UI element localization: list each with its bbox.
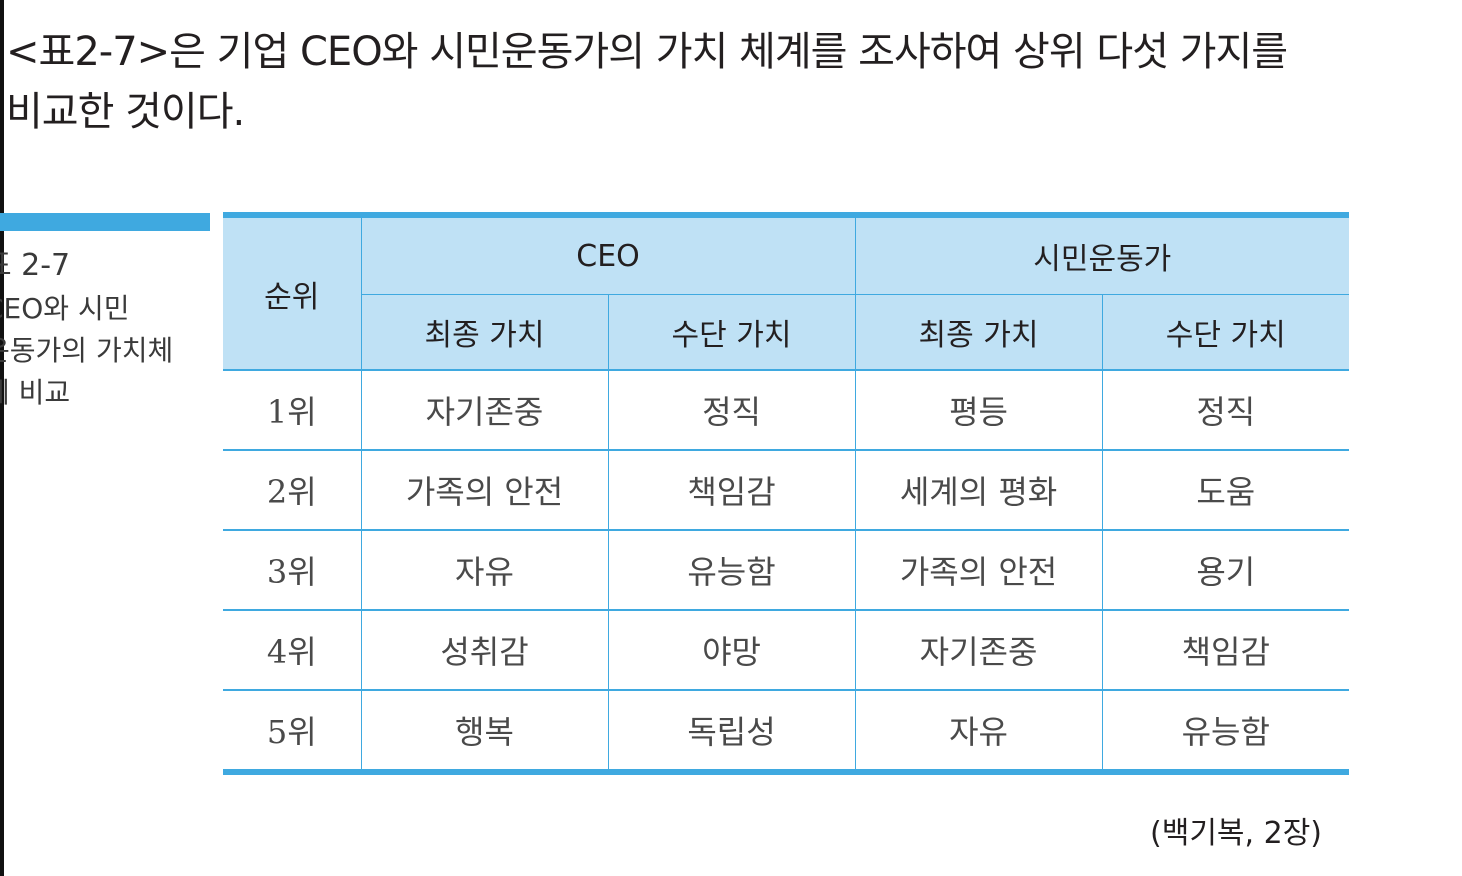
rank-header: 순위	[223, 215, 361, 371]
group-header-activist: 시민운동가	[854, 215, 1350, 295]
table-cell: 행복	[360, 689, 608, 772]
table-cell: 자유	[360, 529, 608, 610]
table-row: 5위 행복 독립성 자유 유능함	[223, 689, 1350, 772]
subheader-row: 최종 가치 수단 가치 최종 가치 수단 가치	[223, 294, 1350, 371]
caption-number: 표 2-7	[0, 248, 71, 283]
rank-cell: 5위	[223, 689, 361, 772]
table-cell: 성취감	[360, 609, 608, 690]
caption-title-line-3: 계 비교	[0, 376, 71, 409]
table-cell: 자유	[854, 689, 1103, 772]
table-cell: 유능함	[607, 529, 856, 610]
table-row: 4위 성취감 야망 자기존중 책임감	[223, 609, 1350, 690]
left-edge-rule	[0, 0, 4, 876]
rank-cell: 3위	[223, 529, 361, 610]
table-cell: 유능함	[1101, 689, 1350, 772]
table-row: 3위 자유 유능함 가족의 안전 용기	[223, 529, 1350, 610]
table-cell: 평등	[854, 369, 1103, 450]
rank-cell: 1위	[223, 369, 361, 450]
table-cell: 용기	[1101, 529, 1350, 610]
table-caption: 표 2-7 CEO와 시민 운동가의 가치체 계 비교	[0, 244, 206, 414]
table-cell: 독립성	[607, 689, 856, 772]
value-comparison-table: 순위 CEO 시민운동가 최종 가치 수단 가치 최종 가치 수단 가치 1위 …	[223, 212, 1350, 775]
table-cell: 야망	[607, 609, 856, 690]
caption-title-line-1: CEO와 시민	[0, 292, 130, 325]
caption-accent-bar	[0, 213, 210, 231]
group-header-row: 순위 CEO 시민운동가	[223, 215, 1350, 371]
subheader-ceo-terminal: 최종 가치	[360, 294, 608, 371]
table-cell: 가족의 안전	[854, 529, 1103, 610]
table-grid: 순위 CEO 시민운동가 최종 가치 수단 가치 최종 가치 수단 가치 1위 …	[223, 212, 1350, 775]
table-row: 1위 자기존중 정직 평등 정직	[223, 369, 1350, 450]
subheader-activist-terminal: 최종 가치	[854, 294, 1103, 371]
subheader-activist-instrumental: 수단 가치	[1101, 294, 1350, 371]
table-cell: 가족의 안전	[360, 449, 608, 530]
subheader-ceo-instrumental: 수단 가치	[607, 294, 856, 371]
caption-title-line-2: 운동가의 가치체	[0, 334, 174, 367]
table-cell: 책임감	[1101, 609, 1350, 690]
table-cell: 세계의 평화	[854, 449, 1103, 530]
intro-paragraph: <표2-7>은 기업 CEO와 시민운동가의 가치 체계를 조사하여 상위 다섯…	[6, 29, 1288, 135]
source-citation: (백기복, 2장)	[1150, 816, 1322, 851]
table-cell: 자기존중	[360, 369, 608, 450]
table-row: 2위 가족의 안전 책임감 세계의 평화 도움	[223, 449, 1350, 530]
table-cell: 자기존중	[854, 609, 1103, 690]
table-cell: 정직	[607, 369, 856, 450]
table-cell: 책임감	[607, 449, 856, 530]
table-cell: 도움	[1101, 449, 1350, 530]
rank-cell: 2위	[223, 449, 361, 530]
group-header-ceo: CEO	[360, 215, 856, 295]
table-cell: 정직	[1101, 369, 1350, 450]
rank-cell: 4위	[223, 609, 361, 690]
